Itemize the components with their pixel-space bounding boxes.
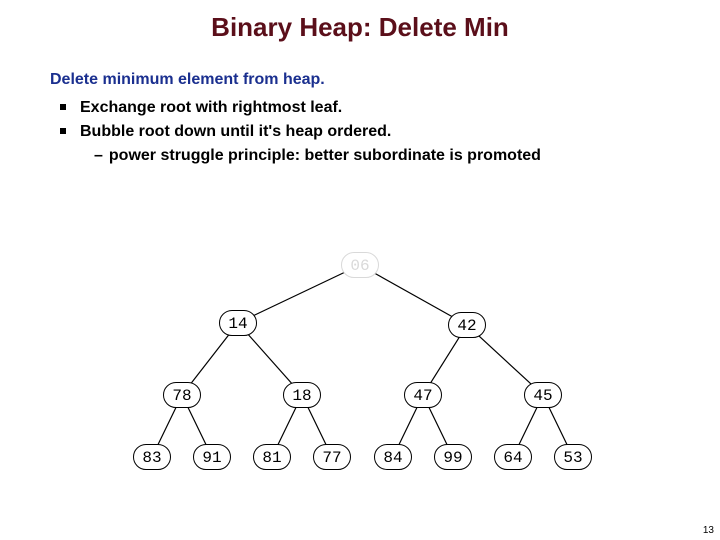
- heap-node: 53: [554, 444, 592, 470]
- heap-node: 84: [374, 444, 412, 470]
- heap-node: 06: [341, 252, 379, 278]
- heap-node: 91: [193, 444, 231, 470]
- heap-node: 64: [494, 444, 532, 470]
- heap-node: 42: [448, 312, 486, 338]
- heap-node: 18: [283, 382, 321, 408]
- heap-node: 47: [404, 382, 442, 408]
- heap-node: 14: [219, 310, 257, 336]
- heap-node: 99: [434, 444, 472, 470]
- heap-node: 83: [133, 444, 171, 470]
- heap-node: 78: [163, 382, 201, 408]
- heap-node: 81: [253, 444, 291, 470]
- heap-node: 77: [313, 444, 351, 470]
- heap-tree: 06 14 42 78 18 47 45 83 91 81 77 84 99 64 53: [0, 0, 720, 540]
- heap-node: 45: [524, 382, 562, 408]
